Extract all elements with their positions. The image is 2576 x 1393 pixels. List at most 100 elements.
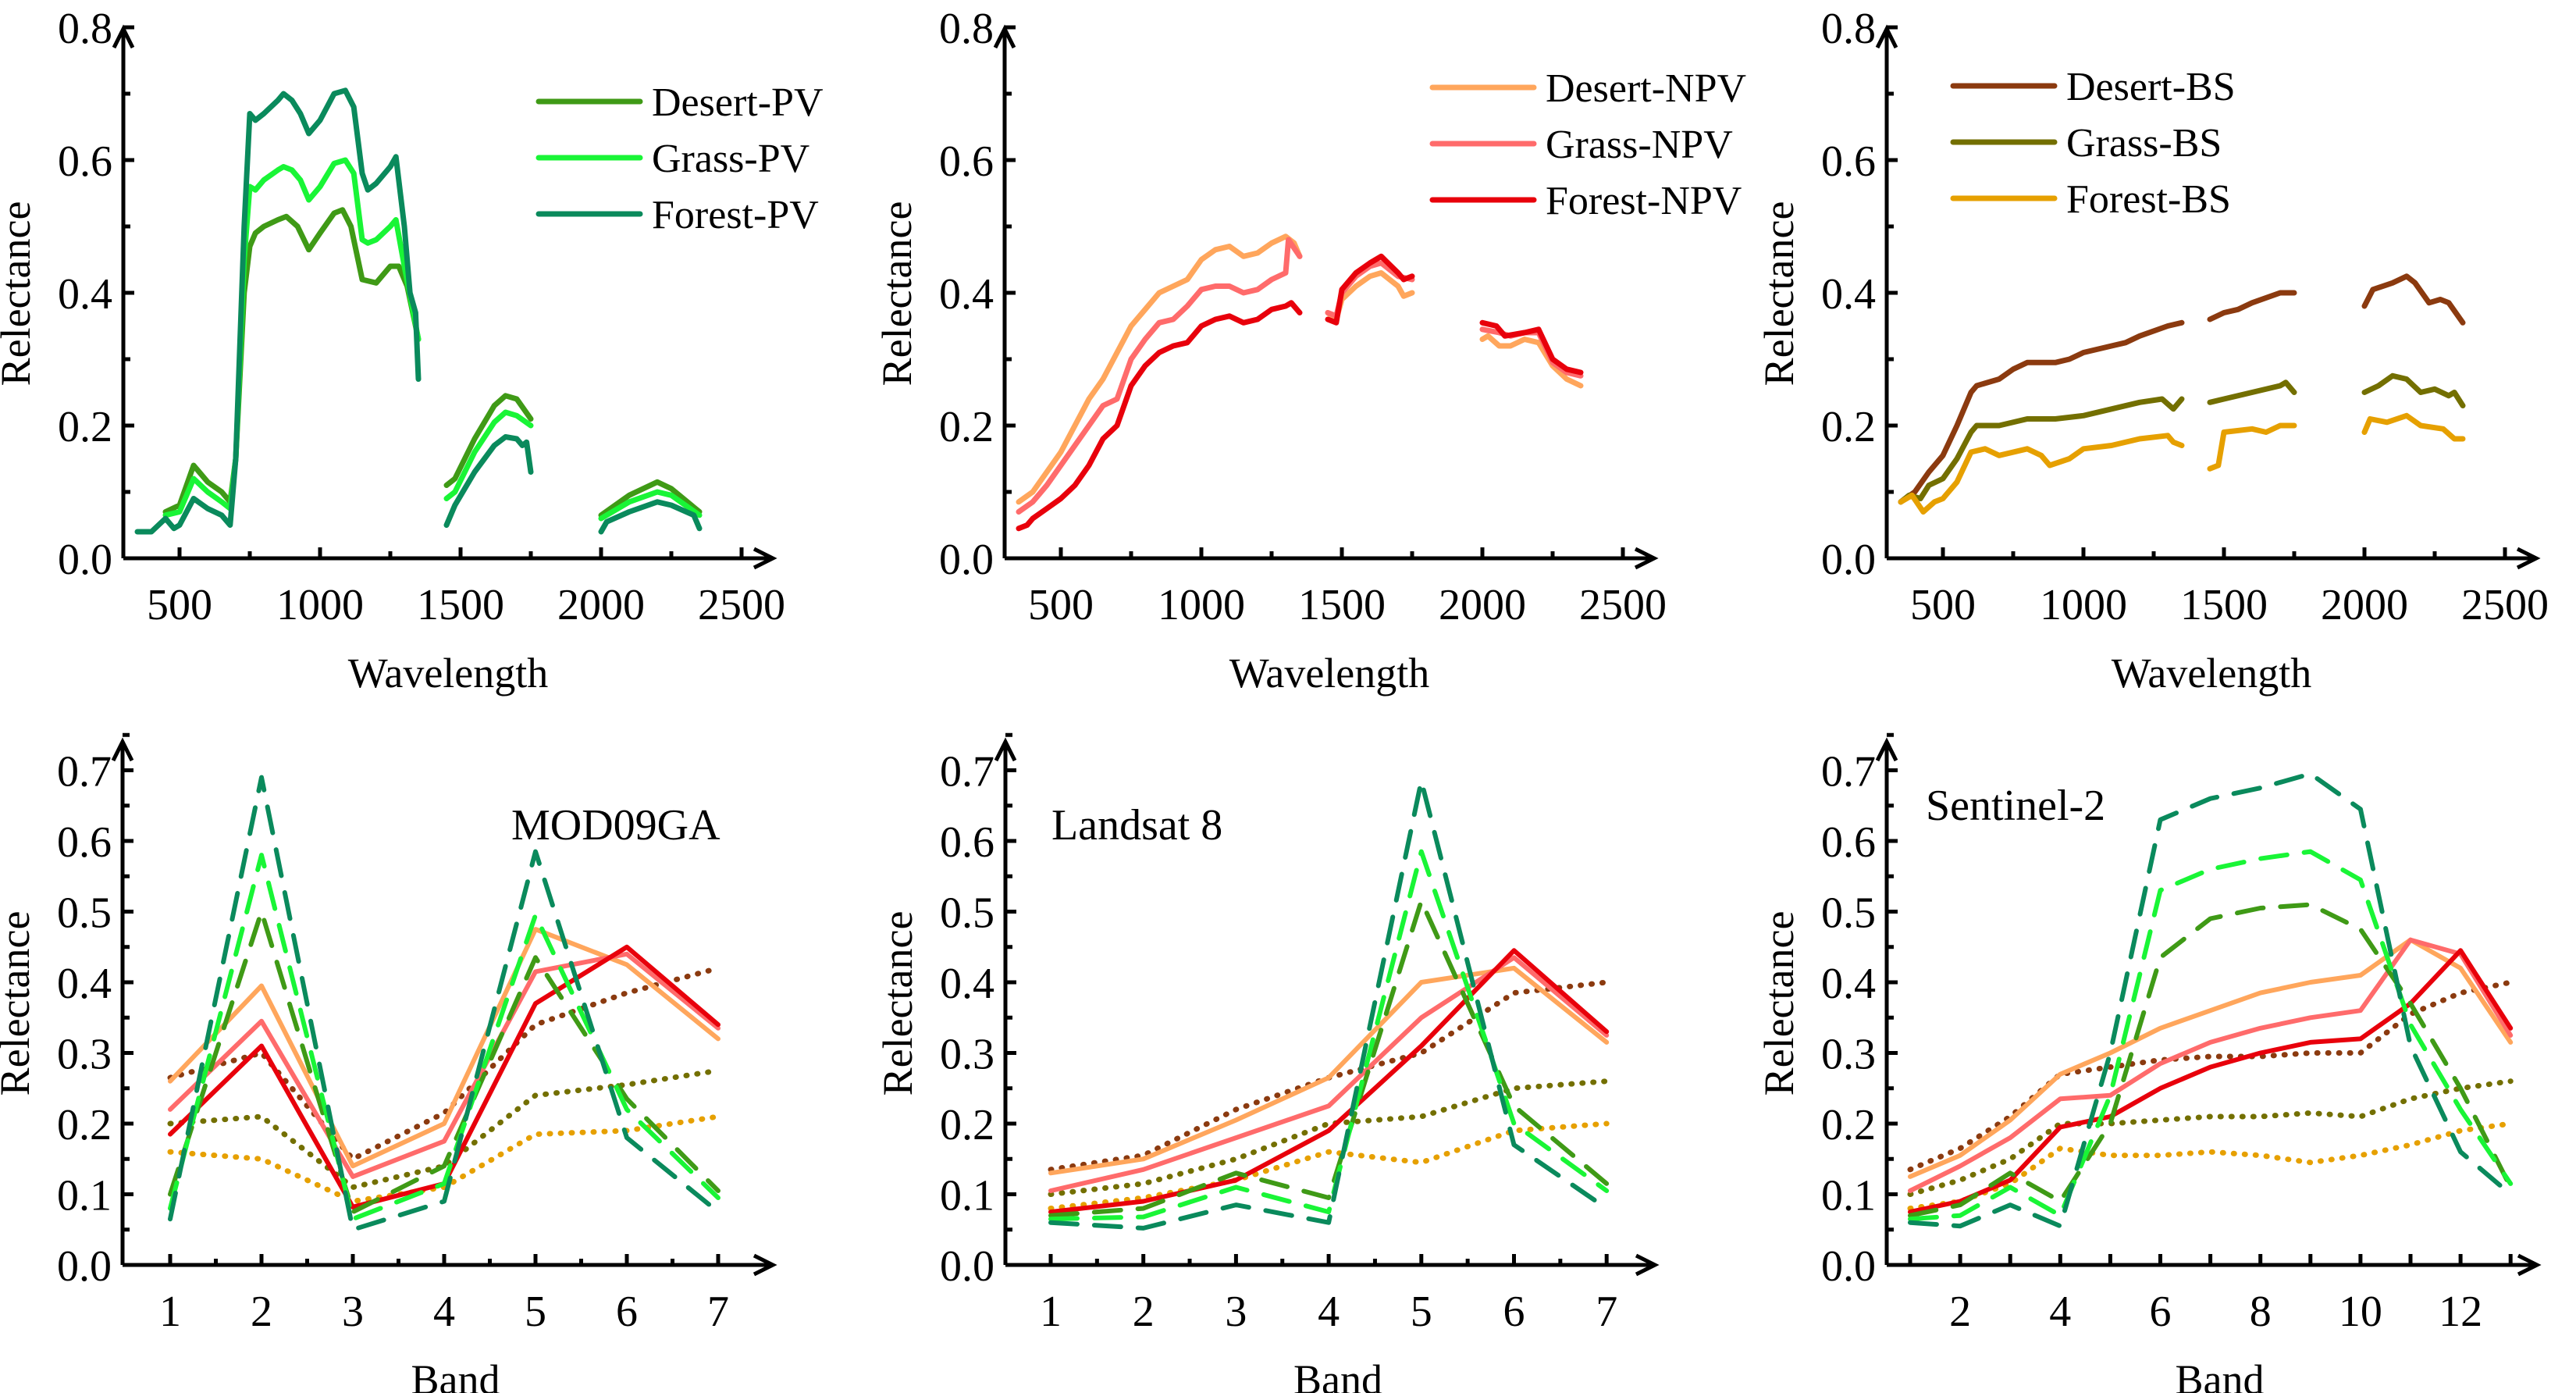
series-line	[598, 499, 703, 535]
y-tick-label: 0.4	[58, 270, 112, 319]
x-axis-title: Wavelength	[2112, 650, 2312, 696]
series-line	[1898, 433, 2185, 515]
y-axis-arrow-icon	[994, 737, 1017, 762]
x-axis-title: Band	[1293, 1356, 1382, 1393]
series-line	[2207, 379, 2297, 405]
series-line	[1908, 902, 2514, 1218]
series-line	[1479, 319, 1584, 376]
x-tick-label: 6	[1503, 1288, 1525, 1336]
legend-label: Forest-PV	[652, 193, 819, 237]
x-tick-label: 500	[147, 581, 212, 629]
x-tick-label: 2000	[2321, 581, 2408, 629]
series-line	[167, 965, 721, 1162]
legend-label: Desert-PV	[652, 80, 824, 125]
x-tick-label: 10	[2339, 1288, 2382, 1336]
series-line	[1048, 948, 1610, 1215]
x-tick-label: 6	[616, 1288, 638, 1336]
series-desert-pv	[162, 207, 703, 518]
legend-label: Grass-BS	[2066, 121, 2222, 166]
series-line	[1016, 237, 1303, 515]
series-line	[1048, 1120, 1610, 1212]
series-line	[2361, 412, 2466, 442]
y-tick-label: 0.2	[58, 403, 112, 451]
series-grass-bs	[1898, 372, 2466, 505]
legend-label: Grass-PV	[652, 137, 809, 181]
series-line	[1908, 849, 2514, 1222]
y-tick-label: 0.8	[1821, 5, 1876, 53]
panel-title: MOD09GA	[511, 801, 720, 850]
y-tick-label: 0.8	[939, 5, 994, 53]
y-tick-label: 0.0	[57, 1242, 112, 1291]
legend: Desert-NPV Grass-NPV Forest-NPV	[1429, 66, 1746, 223]
chart-panel-top-middle: 0.0 0.2 0.4 0.6 0.8 500 1000 1500 2000 2500 Wavele…	[873, 5, 1746, 696]
y-axis-arrow-icon	[1875, 737, 1898, 762]
series-forest-bs	[1048, 1120, 1610, 1212]
chart-panel-bottom-right: 0.0 0.1 0.2 0.3 0.4 0.5 0.6 0.7 2 4 6 8 10 12 Band Rele…	[1756, 732, 2542, 1393]
y-tick-label: 0.7	[1821, 748, 1876, 796]
x-tick-label: 500	[1028, 581, 1094, 629]
panel-title: Sentinel-2	[1926, 782, 2105, 830]
series-line	[1048, 778, 1610, 1231]
x-tick-label: 5	[1411, 1288, 1432, 1336]
x-axis-arrow-icon	[1634, 547, 1659, 570]
x-tick-label: 1000	[2040, 581, 2127, 629]
y-axis-title: Relectance	[874, 911, 921, 1096]
series-grass-npv	[168, 951, 720, 1179]
series-line	[168, 927, 720, 1169]
series-line	[1048, 955, 1610, 1193]
series-line	[168, 775, 720, 1232]
x-tick-label: 4	[433, 1288, 455, 1336]
series-line	[1048, 965, 1610, 1176]
x-tick-label: 4	[1318, 1288, 1340, 1336]
chart-panel-top-left: 0.0 0.2 0.4 0.6 0.8 500 1000 1500 2000 2500 Wavele…	[0, 5, 824, 696]
series-desert-npv	[168, 927, 720, 1169]
series-desert-pv	[1048, 898, 1610, 1218]
x-tick-label: 2	[251, 1288, 272, 1336]
x-tick-label: 8	[2250, 1288, 2272, 1336]
x-axis-title: Wavelength	[348, 650, 549, 696]
series-line	[1048, 849, 1610, 1222]
y-tick-label: 0.5	[940, 889, 994, 938]
legend: Desert-BS Grass-BS Forest-BS	[1950, 65, 2236, 222]
legend-label: Forest-BS	[2066, 177, 2231, 222]
series-line	[2361, 273, 2466, 326]
series-line	[1908, 771, 2514, 1229]
series-forest-pv	[168, 775, 720, 1232]
legend-label: Desert-BS	[2066, 65, 2236, 109]
x-tick-label: 2500	[1579, 581, 1667, 629]
y-tick-label: 0.6	[57, 818, 112, 867]
y-tick-label: 0.5	[57, 889, 112, 938]
legend-label: Forest-NPV	[1546, 179, 1742, 223]
chart-panel-bottom-middle: 0.0 0.1 0.2 0.3 0.4 0.5 0.6 0.7 1 2 3 4 5 6 7 Band Relec…	[874, 732, 1660, 1393]
y-tick-label: 0.2	[940, 1101, 994, 1149]
y-tick-label: 0.0	[940, 1242, 994, 1291]
y-tick-label: 0.1	[57, 1172, 112, 1220]
y-tick-label: 0.6	[939, 137, 994, 186]
x-tick-label: 2000	[557, 581, 645, 629]
y-tick-label: 0.2	[1821, 403, 1876, 451]
series-forest-bs	[1907, 1120, 2514, 1212]
series-line	[1325, 253, 1415, 326]
y-tick-label: 0.5	[1821, 889, 1876, 938]
y-tick-label: 0.6	[1821, 137, 1876, 186]
y-tick-label: 0.4	[1821, 270, 1876, 319]
x-tick-label: 500	[1910, 581, 1976, 629]
x-tick-label: 2	[1949, 1288, 1971, 1336]
y-tick-label: 0.6	[940, 818, 994, 867]
series-desert-npv	[1048, 965, 1610, 1176]
y-tick-label: 0.2	[939, 403, 994, 451]
series-line	[1898, 319, 2185, 505]
chart-panel-top-right: 0.0 0.2 0.4 0.6 0.8 500 1000 1500 2000 2500 Wavele…	[1756, 5, 2549, 696]
series-line	[598, 479, 703, 518]
series-line	[168, 853, 720, 1222]
y-tick-label: 0.0	[1821, 536, 1876, 584]
series-grass-bs	[1907, 1078, 2514, 1197]
x-tick-label: 1000	[276, 581, 364, 629]
legend-label: Grass-NPV	[1546, 123, 1733, 167]
y-tick-label: 0.2	[1821, 1101, 1876, 1149]
series-line	[1898, 396, 2185, 505]
series-desert-bs	[1898, 273, 2466, 505]
y-axis-title: Relectance	[1756, 201, 1802, 387]
y-tick-label: 0.0	[58, 536, 112, 584]
